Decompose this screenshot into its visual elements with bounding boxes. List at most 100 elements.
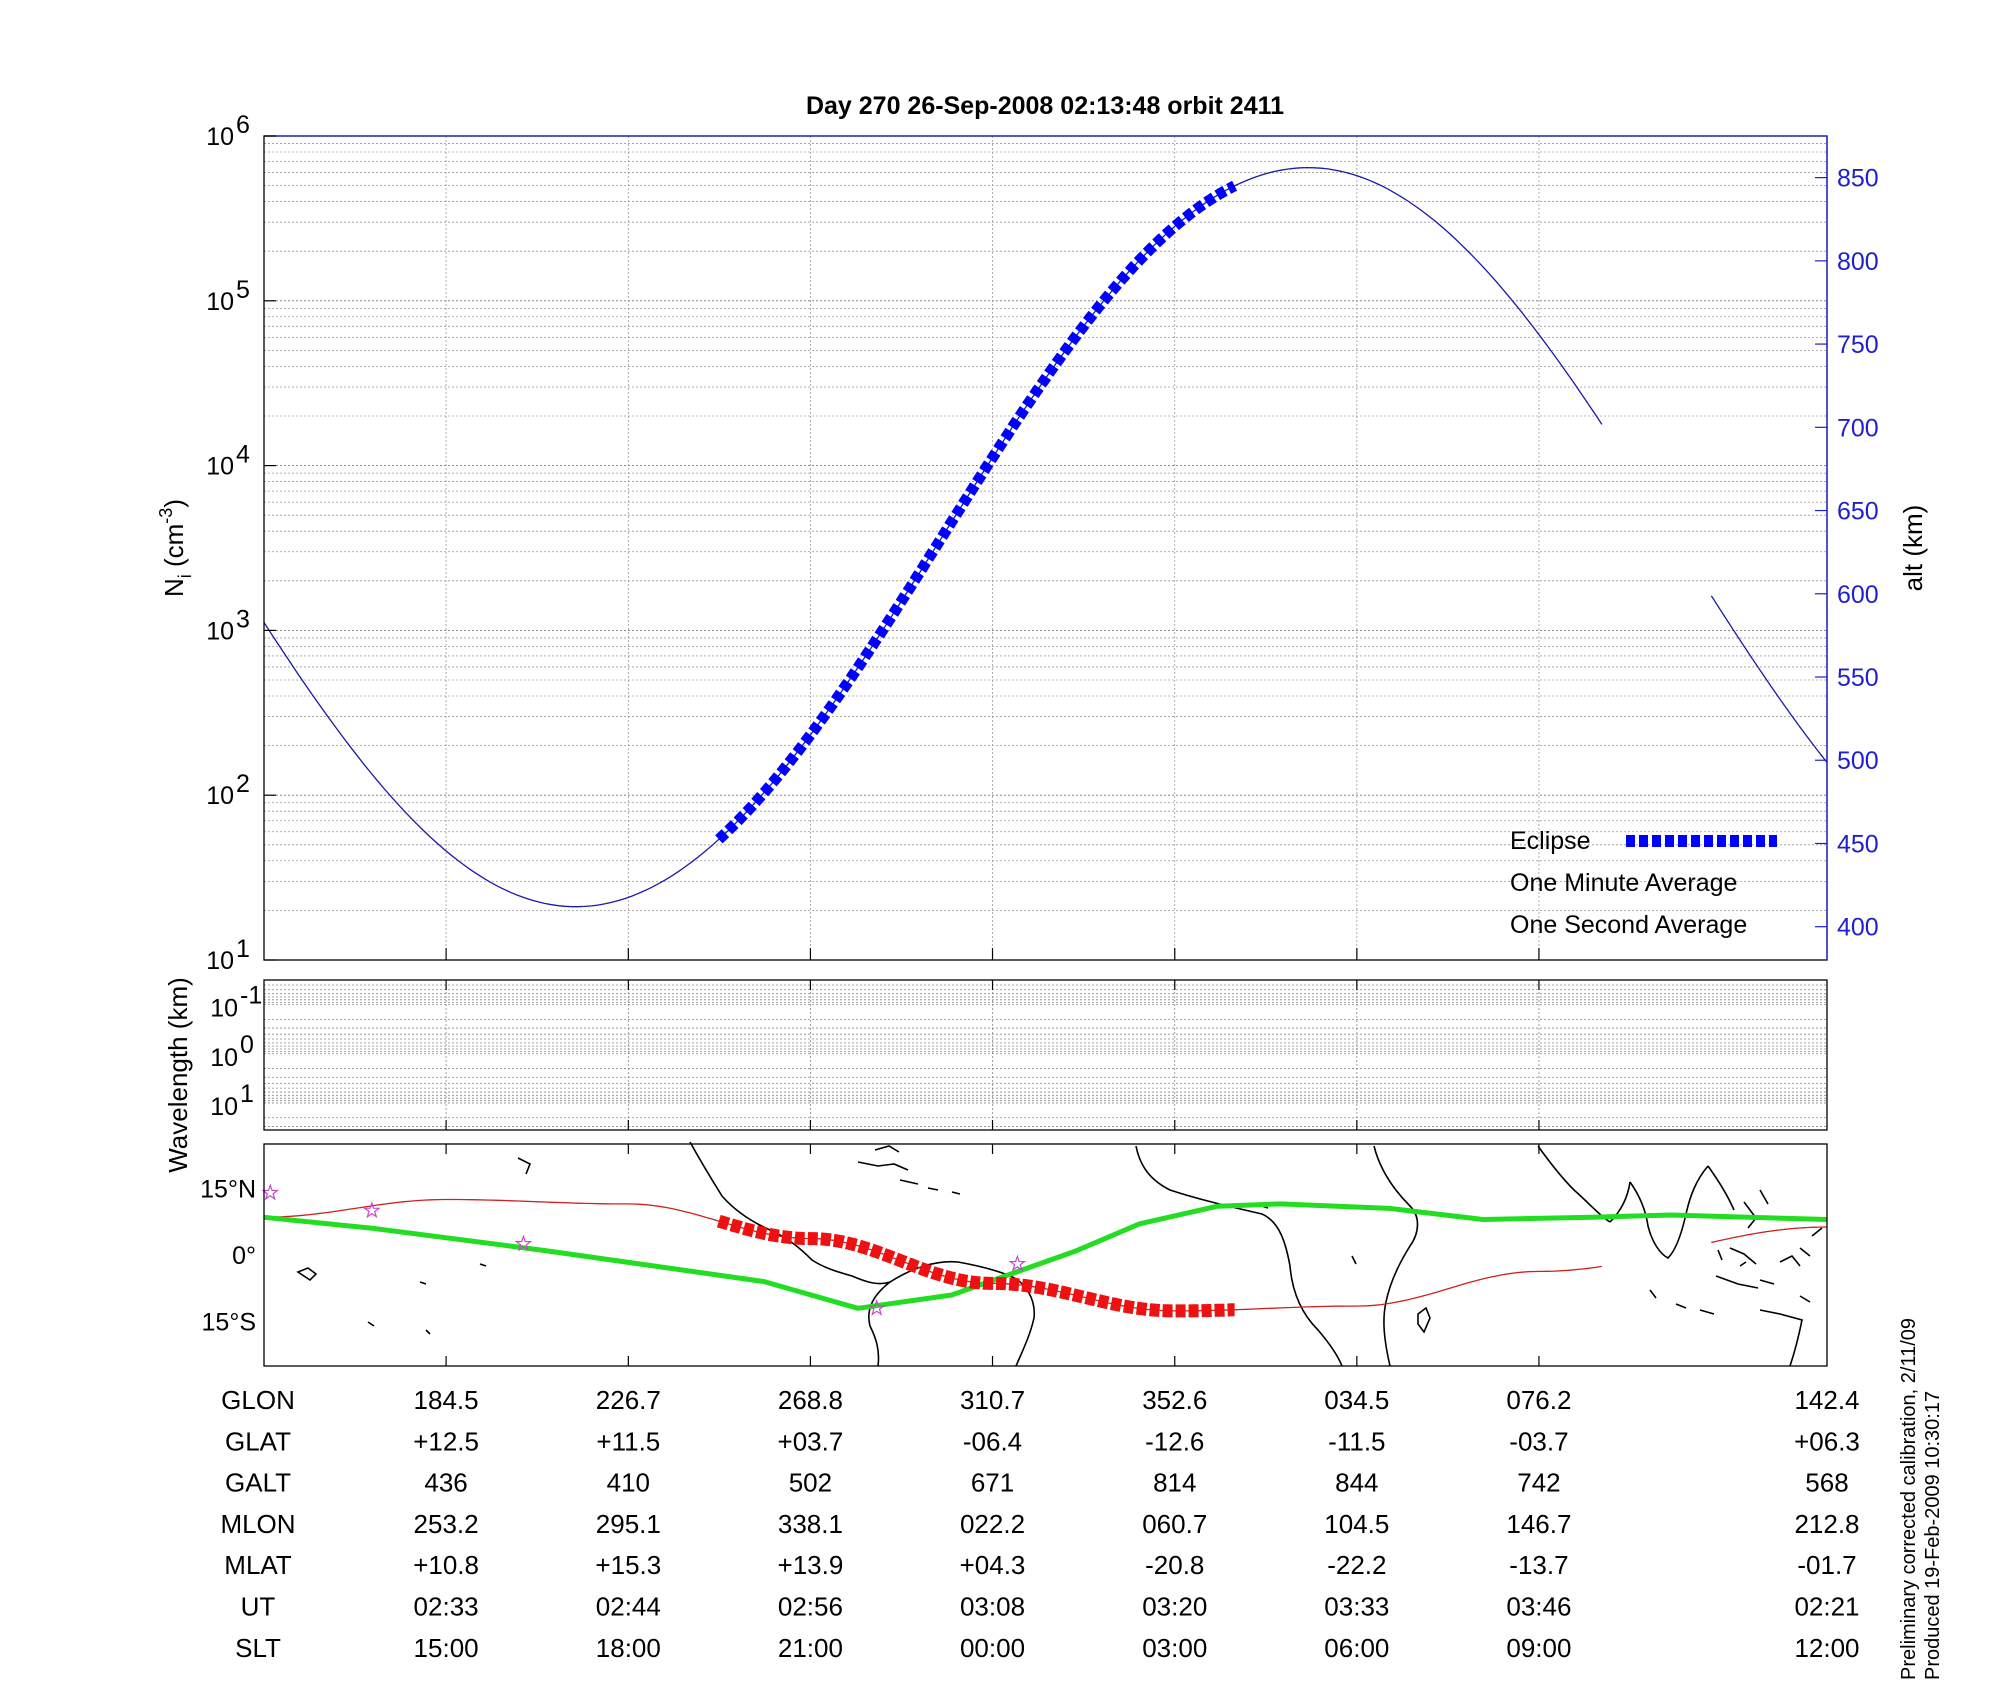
map-lat-label: 0° [232, 1242, 256, 1270]
ephemeris-cell: 03:33 [1324, 1592, 1389, 1622]
map-frame [263, 1143, 1828, 1367]
ephemeris-cell: 844 [1335, 1468, 1378, 1498]
ephemeris-cell: 03:46 [1506, 1592, 1571, 1622]
density-grid [264, 136, 1827, 960]
ephemeris-cell: 03:20 [1142, 1592, 1207, 1622]
ephemeris-cell: 03:08 [960, 1592, 1025, 1622]
ephemeris-cell: 146.7 [1506, 1509, 1571, 1539]
altitude-tick-label: 500 [1837, 747, 1879, 775]
altitude-tick-label: 750 [1837, 331, 1879, 359]
ephemeris-row-label: GLAT [225, 1426, 291, 1456]
legend-second-label: One Second Average [1510, 911, 1747, 939]
density-tick-exponent: 6 [236, 111, 250, 139]
magnetic-equator-line [263, 1201, 1828, 1311]
wavelength-tick-exponent: 1 [240, 1080, 254, 1108]
north-america-outline [689, 1141, 891, 1285]
ephemeris-cell: +15.3 [595, 1550, 661, 1580]
wavelength-axis-label: Wavelength (km) [163, 977, 193, 1173]
ephemeris-row-label: MLON [220, 1509, 295, 1539]
density-axis-label: Ni (cm-3) [156, 499, 195, 597]
ephemeris-cell: 268.8 [778, 1385, 843, 1415]
density-tick-label: 10 [206, 123, 234, 151]
ephemeris-cell: 18:00 [596, 1633, 661, 1663]
density-tick-label: 10 [206, 453, 234, 481]
ephemeris-row-label: GALT [225, 1468, 291, 1498]
wavelength-grid [264, 980, 1827, 1130]
ephemeris-cell: 568 [1805, 1468, 1848, 1498]
legend-eclipse-label: Eclipse [1510, 827, 1591, 855]
ephemeris-cell: 253.2 [414, 1509, 479, 1539]
density-tick-label: 10 [206, 782, 234, 810]
ephemeris-cell: 02:56 [778, 1592, 843, 1622]
india-outline [1629, 1165, 1709, 1259]
ephemeris-cell: 212.8 [1794, 1509, 1859, 1539]
wavelength-plot-frame [263, 979, 1828, 1131]
altitude-tick-label: 400 [1837, 914, 1879, 942]
density-label-exp: -3 [156, 508, 176, 524]
wavelength-tick-exponent: 0 [240, 1031, 254, 1059]
ephemeris-cell: 21:00 [778, 1633, 843, 1663]
density-tick-exponent: 2 [236, 770, 250, 798]
ephemeris-cell: -01.7 [1797, 1550, 1856, 1580]
ephemeris-cell: -12.6 [1145, 1426, 1204, 1456]
ephemeris-row-label: UT [241, 1592, 276, 1622]
map-panel: 15°N 0° 15°S [200, 1141, 1828, 1367]
density-tick-exponent: 1 [236, 935, 250, 963]
africa-outline [1135, 1145, 1419, 1367]
map-star-marker [261, 1183, 280, 1201]
ephemeris-cell: 00:00 [960, 1633, 1025, 1663]
map-y-ticks: 15°N 0° 15°S [200, 1175, 256, 1336]
chart-title: Day 270 26-Sep-2008 02:13:48 orbit 2411 [806, 92, 1284, 120]
ephemeris-cell: 02:33 [414, 1592, 479, 1622]
ephemeris-cell: 104.5 [1324, 1509, 1389, 1539]
density-tick-exponent: 3 [236, 605, 250, 633]
ephemeris-cell: 142.4 [1794, 1385, 1859, 1415]
ephemeris-cell: -06.4 [963, 1426, 1022, 1456]
ephemeris-cell: 02:44 [596, 1592, 661, 1622]
calibration-note: Preliminary corrected calibration, 2/11/… [1898, 1318, 1920, 1680]
map-markers [261, 1183, 1027, 1316]
x-ticks [445, 948, 1540, 1366]
ephemeris-cell: 226.7 [596, 1385, 661, 1415]
ephemeris-cell: -20.8 [1145, 1550, 1204, 1580]
altitude-tick-label: 600 [1837, 581, 1879, 609]
altitude-tick-label: 800 [1837, 248, 1879, 276]
map-lat-label: 15°S [202, 1309, 256, 1337]
map-lat-label: 15°N [200, 1175, 256, 1203]
density-tick-label: 10 [206, 288, 234, 316]
altitude-axis-label: alt (km) [1898, 505, 1928, 592]
orbit-track-segment [263, 1198, 1602, 1312]
density-tick-exponent: 5 [236, 276, 250, 304]
ephemeris-cell: 410 [607, 1468, 650, 1498]
density-label-close: ) [159, 499, 189, 508]
altitude-tick-label: 850 [1837, 165, 1879, 193]
ephemeris-cell: -03.7 [1509, 1426, 1568, 1456]
ephemeris-cell: 09:00 [1506, 1633, 1571, 1663]
density-label-unit: (cm [159, 524, 189, 575]
map-star-marker [1008, 1254, 1027, 1272]
eclipse-track-path [716, 1214, 1235, 1318]
altitude-y-ticks: 400 450 500 550 600 650 700 750 800 850 [1815, 165, 1879, 942]
ephemeris-cell: +12.5 [413, 1426, 479, 1456]
ephemeris-cell: 03:00 [1142, 1633, 1207, 1663]
ephemeris-cell: 338.1 [778, 1509, 843, 1539]
ephemeris-cell: 022.2 [960, 1509, 1025, 1539]
altitude-tick-label: 450 [1837, 830, 1879, 858]
map-star-marker [867, 1298, 886, 1316]
ephemeris-cell: 12:00 [1794, 1633, 1859, 1663]
ephemeris-cell: -22.2 [1327, 1550, 1386, 1580]
legend-minute-label: One Minute Average [1510, 869, 1737, 897]
produced-note: Produced 19-Feb-2009 10:30:17 [1922, 1391, 1944, 1680]
ephemeris-cell: 15:00 [414, 1633, 479, 1663]
ephemeris-cell: 436 [424, 1468, 467, 1498]
ephemeris-row-label: GLON [221, 1385, 295, 1415]
wavelength-tick-exponent: -1 [240, 982, 262, 1010]
ephemeris-table: GLON GLAT GALT MLON MLAT UT SLT 184.5 +12.5 436 25… [220, 1385, 1859, 1663]
altitude-curve-segment [1710, 595, 1828, 763]
orbit-track-segment [1711, 1226, 1827, 1244]
